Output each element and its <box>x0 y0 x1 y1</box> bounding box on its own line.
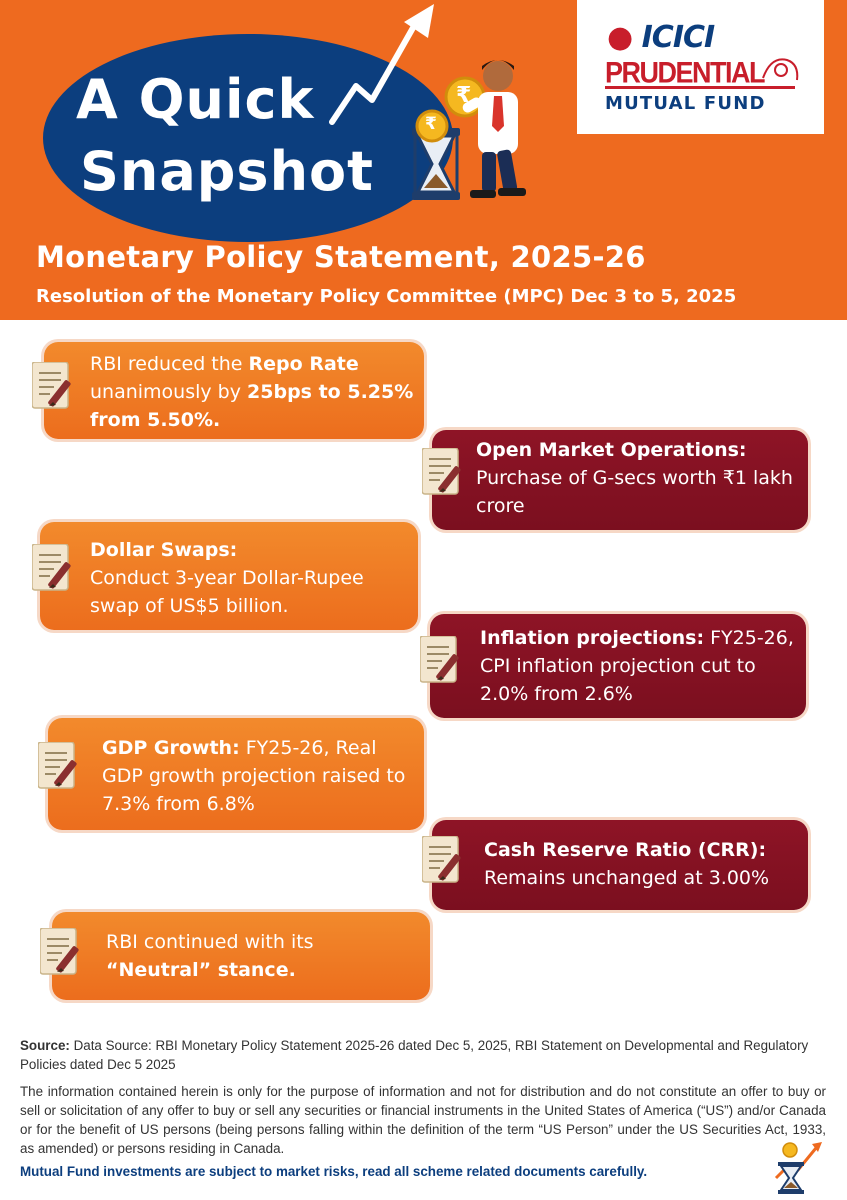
repo-bold-2: 25bps to 5.25% from 5.50%. <box>90 381 414 431</box>
document-pen-icon <box>32 544 73 591</box>
source-note: Source: Data Source: RBI Monetary Policy… <box>20 1036 826 1074</box>
rupee-coin-icon <box>415 76 486 143</box>
source-label: Source: <box>20 1038 70 1053</box>
card-omo-text: Open Market Operations: Purchase of G-se… <box>476 436 802 520</box>
omo-body: Purchase of G-secs worth ₹1 lakh crore <box>476 467 793 517</box>
card-open-market-operations: Open Market Operations: Purchase of G-se… <box>422 430 808 530</box>
logo-icici: ● ICICI <box>607 20 716 55</box>
repo-text-2: unanimously by <box>90 381 248 403</box>
stance-bold: “Neutral” stance. <box>106 959 296 981</box>
card-swap-text: Dollar Swaps: Conduct 3-year Dollar-Rupe… <box>90 536 412 620</box>
header-illustration <box>43 4 526 242</box>
brand-logo: ● ICICI PRUDENTIAL MUTUAL FUND <box>577 0 824 134</box>
snapshot-line-2: Snapshot <box>80 140 374 203</box>
logo-mutual-fund: MUTUAL FUND <box>605 93 766 114</box>
swap-heading: Dollar Swaps: <box>90 539 238 561</box>
risk-warning: Mutual Fund investments are subject to m… <box>20 1164 648 1179</box>
stance-text: RBI continued with its <box>106 931 314 953</box>
card-neutral-stance: RBI continued with its “Neutral” stance. <box>40 912 430 1000</box>
page-subtitle: Resolution of the Monetary Policy Commit… <box>36 286 737 307</box>
snapshot-line-1: A Quick <box>76 68 315 131</box>
rupee-symbol-small: ₹ <box>425 114 437 134</box>
crr-body: Remains unchanged at 3.00% <box>484 867 770 889</box>
repo-text-1: RBI reduced the <box>90 353 249 375</box>
document-pen-icon <box>40 928 81 975</box>
source-text: Data Source: RBI Monetary Policy Stateme… <box>20 1038 809 1072</box>
logo-icici-text: ICICI <box>641 20 716 55</box>
card-gdp-growth: GDP Growth: FY25-26, Real GDP growth pro… <box>38 718 424 830</box>
title-oval <box>43 34 453 242</box>
disclaimer: The information contained herein is only… <box>20 1084 826 1156</box>
lady-logo-icon <box>762 58 799 81</box>
card-inflation-projections: Inflation projections: FY25-26, CPI infl… <box>420 614 806 718</box>
card-gdp-text: GDP Growth: FY25-26, Real GDP growth pro… <box>102 734 420 818</box>
gdp-body: FY25-26, Real GDP growth projection rais… <box>102 737 406 815</box>
card-crr-text: Cash Reserve Ratio (CRR): Remains unchan… <box>484 836 804 892</box>
page-title: Monetary Policy Statement, 2025-26 <box>36 240 646 274</box>
growth-arrow-icon <box>329 4 434 125</box>
logo-divider <box>605 86 795 89</box>
inflation-body: FY25-26, CPI inflation projection cut to… <box>480 627 794 705</box>
document-pen-icon <box>32 362 73 409</box>
gdp-heading: GDP Growth: <box>102 737 240 759</box>
document-pen-icon <box>420 636 461 683</box>
card-cash-reserve-ratio: Cash Reserve Ratio (CRR): Remains unchan… <box>422 820 808 910</box>
logo-mark-icon: ● <box>607 20 633 55</box>
document-pen-icon <box>422 448 463 495</box>
omo-heading: Open Market Operations: <box>476 439 747 461</box>
card-dollar-swaps: Dollar Swaps: Conduct 3-year Dollar-Rupe… <box>32 522 418 630</box>
inflation-heading: Inflation projections: <box>480 627 705 649</box>
businessman-illustration <box>462 60 526 198</box>
card-repo-rate: RBI reduced the Repo Rate unanimously by… <box>32 342 424 439</box>
snapshot-heading: A Quick Snapshot <box>76 64 374 208</box>
rupee-symbol-large: ₹ <box>456 83 472 108</box>
repo-bold-1: Repo Rate <box>248 353 359 375</box>
swap-body: Conduct 3-year Dollar-Rupee swap of US$5… <box>90 567 364 617</box>
document-pen-icon <box>38 742 79 789</box>
logo-prudential: PRUDENTIAL <box>605 56 766 89</box>
crr-heading: Cash Reserve Ratio (CRR): <box>484 839 767 861</box>
card-inflation-text: Inflation projections: FY25-26, CPI infl… <box>480 624 800 708</box>
header-banner: ₹ ₹ A Quick Snapshot ● ICICI PRUDENTIAL … <box>0 0 847 320</box>
card-repo-text: RBI reduced the Repo Rate unanimously by… <box>90 350 416 434</box>
document-pen-icon <box>422 836 463 883</box>
hourglass-growth-icon <box>774 1142 822 1194</box>
card-stance-text: RBI continued with its “Neutral” stance. <box>106 928 424 984</box>
